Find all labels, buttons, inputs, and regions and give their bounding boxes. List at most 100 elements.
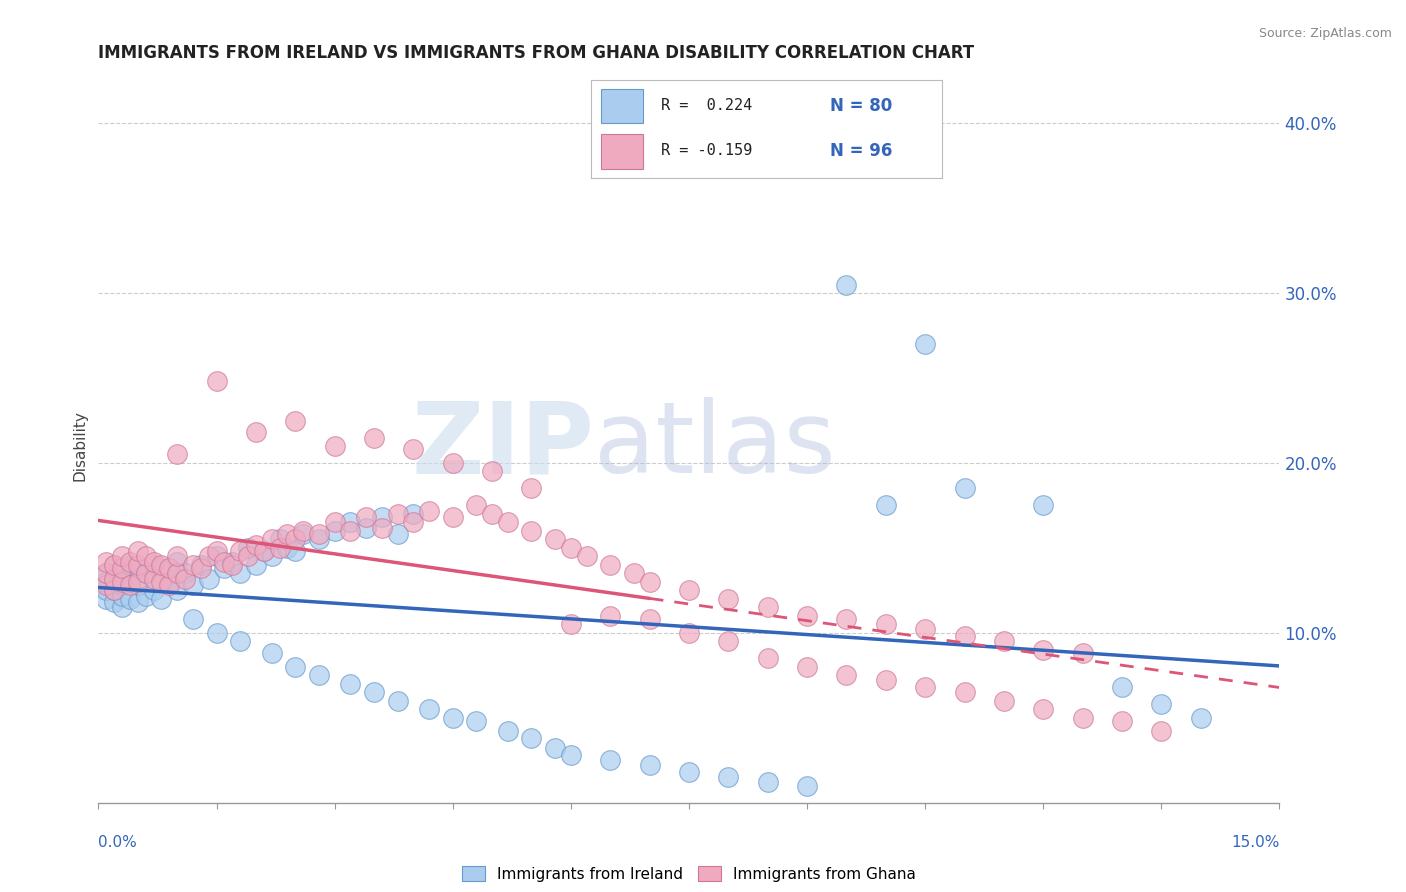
Point: [465, 714, 488, 729]
Point: [197, 549, 219, 564]
Point: [174, 572, 197, 586]
Point: [796, 608, 818, 623]
Point: [560, 617, 582, 632]
Text: R =  0.224: R = 0.224: [661, 98, 752, 113]
Point: [371, 510, 394, 524]
Point: [717, 591, 740, 606]
Point: [181, 612, 204, 626]
Point: [150, 561, 173, 575]
FancyBboxPatch shape: [602, 89, 644, 123]
Point: [363, 430, 385, 444]
Point: [756, 600, 779, 615]
Point: [599, 753, 621, 767]
Point: [103, 583, 125, 598]
Point: [253, 544, 276, 558]
Point: [418, 702, 440, 716]
Point: [875, 673, 897, 688]
Point: [354, 510, 377, 524]
Point: [205, 544, 228, 558]
Point: [150, 574, 173, 589]
Text: Source: ZipAtlas.com: Source: ZipAtlas.com: [1258, 27, 1392, 40]
Point: [221, 558, 243, 572]
Point: [575, 549, 598, 564]
Point: [127, 561, 149, 575]
Point: [623, 566, 645, 581]
Point: [308, 527, 330, 541]
Point: [229, 544, 252, 558]
Point: [323, 439, 346, 453]
Point: [118, 578, 141, 592]
Point: [111, 578, 134, 592]
Point: [260, 646, 283, 660]
Point: [166, 566, 188, 581]
Point: [118, 574, 141, 589]
Point: [363, 685, 385, 699]
Point: [150, 591, 173, 606]
Point: [544, 741, 567, 756]
Point: [205, 626, 228, 640]
Point: [96, 566, 118, 581]
Point: [308, 668, 330, 682]
Point: [190, 558, 212, 572]
Point: [756, 651, 779, 665]
Point: [496, 724, 519, 739]
Point: [339, 524, 361, 538]
Point: [197, 572, 219, 586]
Point: [111, 574, 134, 589]
Point: [323, 516, 346, 530]
Point: [174, 566, 197, 581]
Point: [135, 549, 157, 564]
Point: [387, 507, 409, 521]
Point: [166, 448, 188, 462]
Text: IMMIGRANTS FROM IRELAND VS IMMIGRANTS FROM GHANA DISABILITY CORRELATION CHART: IMMIGRANTS FROM IRELAND VS IMMIGRANTS FR…: [98, 45, 974, 62]
Point: [418, 503, 440, 517]
Text: 15.0%: 15.0%: [1232, 836, 1279, 850]
Point: [103, 572, 125, 586]
Point: [205, 375, 228, 389]
Point: [142, 555, 165, 569]
Point: [236, 541, 259, 555]
Point: [835, 277, 858, 292]
Point: [717, 770, 740, 784]
Point: [181, 558, 204, 572]
Point: [1071, 646, 1094, 660]
Point: [993, 634, 1015, 648]
Point: [1032, 702, 1054, 716]
Point: [127, 574, 149, 589]
Point: [253, 544, 276, 558]
Point: [190, 561, 212, 575]
Point: [142, 558, 165, 572]
Text: ZIP: ZIP: [412, 398, 595, 494]
Point: [441, 456, 464, 470]
Point: [96, 555, 118, 569]
Point: [371, 520, 394, 534]
Legend: Immigrants from Ireland, Immigrants from Ghana: Immigrants from Ireland, Immigrants from…: [456, 860, 922, 888]
Point: [875, 499, 897, 513]
Point: [276, 541, 298, 555]
Point: [260, 533, 283, 547]
Point: [118, 558, 141, 572]
Point: [284, 533, 307, 547]
Point: [150, 558, 173, 572]
Point: [402, 442, 425, 457]
Point: [914, 623, 936, 637]
Point: [118, 591, 141, 606]
Point: [914, 337, 936, 351]
Y-axis label: Disability: Disability: [72, 410, 87, 482]
Text: atlas: atlas: [595, 398, 837, 494]
Point: [599, 558, 621, 572]
Point: [118, 555, 141, 569]
Point: [520, 524, 543, 538]
Point: [599, 608, 621, 623]
Point: [402, 507, 425, 521]
Point: [496, 516, 519, 530]
Point: [354, 520, 377, 534]
Point: [245, 537, 267, 551]
Point: [835, 668, 858, 682]
Point: [339, 677, 361, 691]
Point: [166, 555, 188, 569]
Point: [229, 634, 252, 648]
Point: [166, 549, 188, 564]
Point: [245, 425, 267, 440]
Point: [229, 566, 252, 581]
